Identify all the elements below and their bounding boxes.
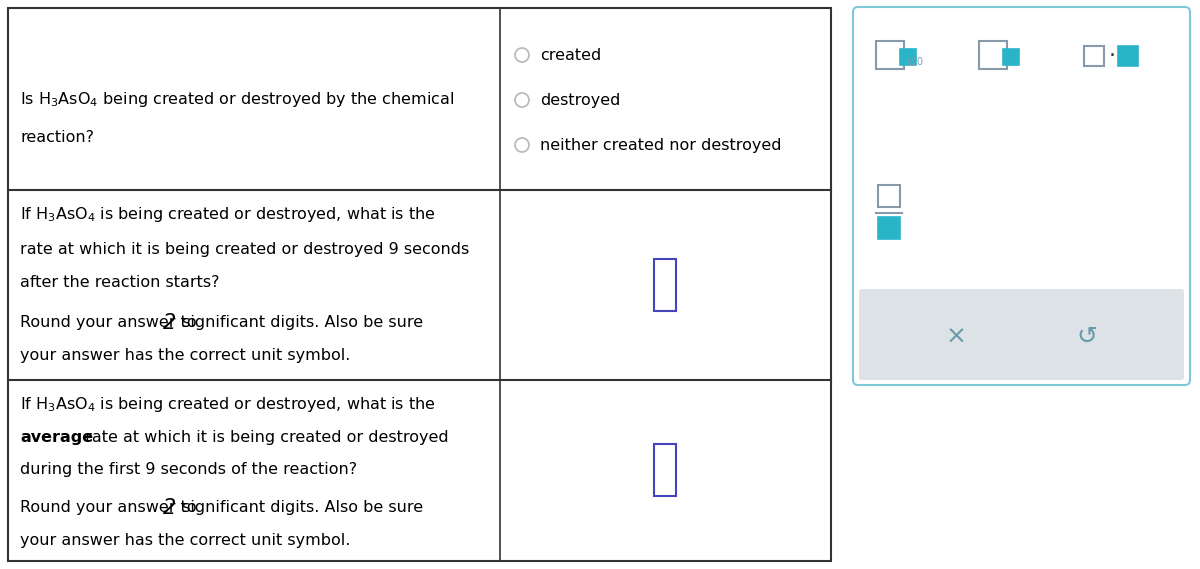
Text: after the reaction starts?: after the reaction starts? bbox=[20, 275, 220, 290]
Text: average: average bbox=[20, 430, 94, 445]
Text: ↺: ↺ bbox=[1076, 325, 1098, 349]
Bar bbox=[654, 444, 676, 496]
Bar bbox=[654, 259, 676, 311]
Bar bbox=[1003, 49, 1019, 65]
Text: reaction?: reaction? bbox=[20, 130, 94, 145]
Text: 2: 2 bbox=[163, 313, 176, 333]
Text: If $\mathregular{H_3AsO_4}$ is being created or destroyed, what is the: If $\mathregular{H_3AsO_4}$ is being cre… bbox=[20, 205, 436, 224]
Text: your answer has the correct unit symbol.: your answer has the correct unit symbol. bbox=[20, 533, 350, 548]
Bar bbox=[1084, 46, 1104, 66]
Text: destroyed: destroyed bbox=[540, 93, 620, 108]
Bar bbox=[878, 217, 900, 239]
Text: ×: × bbox=[946, 325, 967, 349]
Text: 2: 2 bbox=[163, 498, 176, 518]
Bar bbox=[900, 49, 916, 65]
Text: your answer has the correct unit symbol.: your answer has the correct unit symbol. bbox=[20, 348, 350, 363]
Text: If $\mathregular{H_3AsO_4}$ is being created or destroyed, what is the: If $\mathregular{H_3AsO_4}$ is being cre… bbox=[20, 395, 436, 414]
Text: significant digits. Also be sure: significant digits. Also be sure bbox=[178, 500, 424, 515]
Text: created: created bbox=[540, 47, 601, 63]
Text: x10: x10 bbox=[906, 57, 924, 67]
Bar bbox=[878, 185, 900, 207]
Text: Is $\mathregular{H_3AsO_4}$ being created or destroyed by the chemical: Is $\mathregular{H_3AsO_4}$ being create… bbox=[20, 90, 455, 109]
Text: significant digits. Also be sure: significant digits. Also be sure bbox=[178, 315, 424, 330]
FancyBboxPatch shape bbox=[853, 7, 1190, 385]
Text: rate at which it is being created or destroyed: rate at which it is being created or des… bbox=[80, 430, 449, 445]
Text: rate at which it is being created or destroyed 9 seconds: rate at which it is being created or des… bbox=[20, 242, 469, 257]
Bar bbox=[979, 41, 1007, 69]
Bar bbox=[1117, 46, 1138, 66]
Text: Round your answer to: Round your answer to bbox=[20, 500, 202, 515]
Text: ·: · bbox=[1109, 46, 1116, 66]
FancyBboxPatch shape bbox=[859, 289, 1184, 380]
Text: during the first 9 seconds of the reaction?: during the first 9 seconds of the reacti… bbox=[20, 462, 358, 477]
Text: neither created nor destroyed: neither created nor destroyed bbox=[540, 138, 781, 152]
Text: Round your answer to: Round your answer to bbox=[20, 315, 202, 330]
Bar bbox=[876, 41, 904, 69]
Bar bbox=[8, 8, 830, 561]
